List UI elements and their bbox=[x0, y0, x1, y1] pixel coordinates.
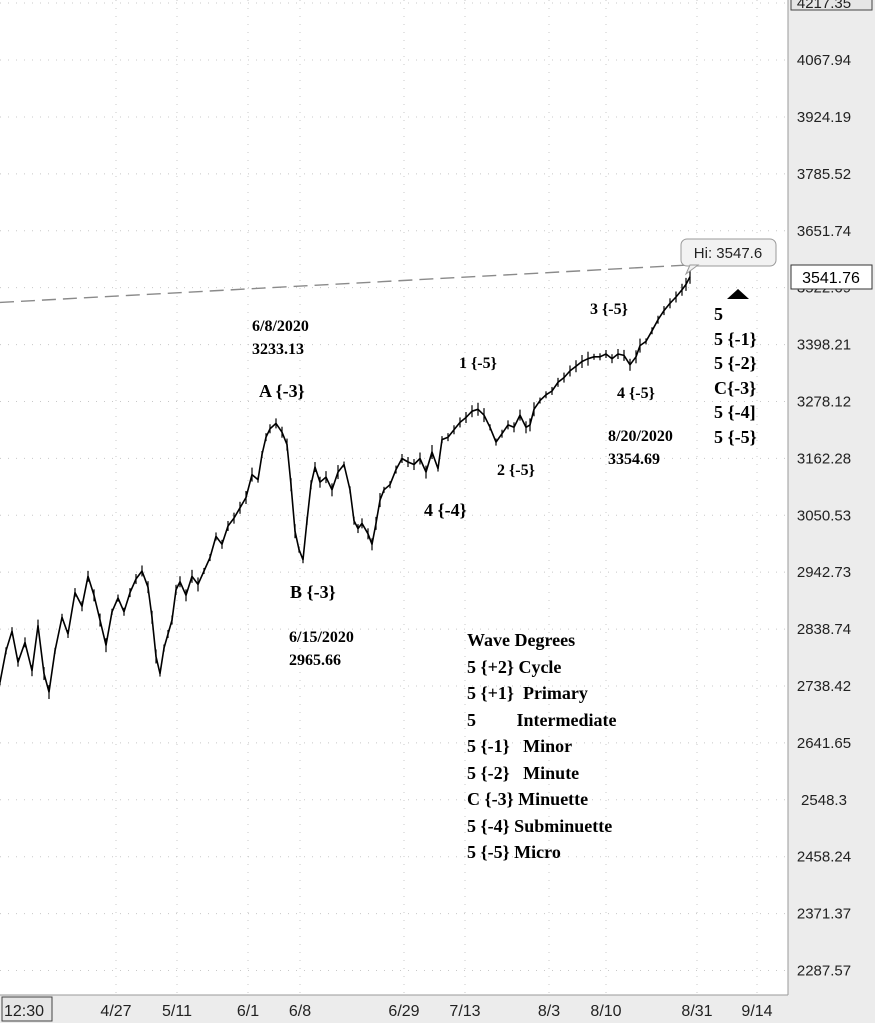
y-tick-label: 2287.57 bbox=[797, 963, 851, 980]
up-triangle-icon bbox=[727, 289, 749, 299]
b-price: 2965.66 bbox=[289, 652, 341, 669]
wave-2-label: 2 {-5} bbox=[497, 462, 535, 479]
legend-row: 5 Intermediate bbox=[467, 709, 617, 730]
y-tick-label: 3651.74 bbox=[797, 223, 851, 240]
price-line bbox=[0, 276, 691, 693]
trendline bbox=[0, 263, 701, 304]
y-tick-label: 2838.74 bbox=[797, 621, 851, 638]
legend-row: 5 {-4} Subminuette bbox=[467, 815, 613, 836]
resistance-trendline bbox=[0, 263, 701, 304]
y-tick-label: 2942.73 bbox=[797, 564, 851, 581]
degree-stack-row: 5 {-1} bbox=[714, 328, 757, 349]
wave-b-label: B {-3} bbox=[290, 582, 336, 602]
degree-stack-row: 5 {-4] bbox=[714, 402, 756, 422]
x-tick-label: 8/10 bbox=[590, 1003, 621, 1020]
price-series bbox=[0, 269, 691, 700]
y-tick-label: 4067.94 bbox=[797, 52, 851, 69]
x-tick-label: 6/8 bbox=[289, 1003, 311, 1020]
x-tick-label: 12:30 bbox=[4, 1003, 44, 1020]
a-date: 6/8/2020 bbox=[252, 318, 309, 335]
x-tick-label: 8/31 bbox=[681, 1003, 712, 1020]
y-tick-label: 2371.37 bbox=[797, 906, 851, 923]
x-tick-label: 8/3 bbox=[538, 1003, 560, 1020]
degree-stack: 5 5 {-1} 5 {-2} C{-3} 5 {-4] 5 {-5} bbox=[714, 304, 757, 451]
high-label: Hi: 3547.6 bbox=[694, 245, 762, 262]
wave-4-label: 4 {-5} bbox=[617, 385, 655, 402]
top-price-tag bbox=[790, 0, 873, 11]
degree-stack-row: C{-3} bbox=[714, 377, 757, 398]
b-date: 6/15/2020 bbox=[289, 629, 354, 646]
wave-1-label: 1 {-5} bbox=[459, 355, 497, 372]
last-price-tag: 3541.76 bbox=[790, 264, 873, 290]
x-tick-label: 4/27 bbox=[100, 1003, 131, 1020]
wave-degrees-legend: Wave Degrees 5 {+2} Cycle 5 {+1} Primary… bbox=[467, 630, 616, 869]
high-callout: Hi: 3547.6 bbox=[680, 238, 777, 276]
legend-row: 5 {-5} Micro bbox=[467, 842, 561, 862]
y-tick-label: 3162.28 bbox=[797, 450, 851, 467]
last-price-label: 3541.76 bbox=[802, 270, 860, 287]
time-axis[interactable] bbox=[0, 995, 788, 1023]
plot-area bbox=[0, 0, 788, 995]
legend-row: 5 {-1} Minor bbox=[467, 736, 573, 756]
x-tick-label: 6/1 bbox=[237, 1003, 259, 1020]
degree-stack-row: 5 bbox=[714, 304, 723, 324]
x-tick-label: 5/11 bbox=[162, 1003, 192, 1020]
price-axis[interactable] bbox=[788, 0, 875, 995]
degree-stack-row: 5 {-2} bbox=[714, 353, 757, 373]
degree-stack-row: 5 {-5} bbox=[714, 426, 757, 447]
y-tick-label: 3050.53 bbox=[797, 507, 851, 524]
time-axis-ticks: 12:30 4/27 5/11 6/1 6/8 6/29 7/13 8/3 8/10 8/31 9/… bbox=[1, 996, 773, 1022]
a-price: 3233.13 bbox=[252, 341, 304, 358]
low-date: 8/20/2020 bbox=[608, 428, 673, 445]
y-tick-label: 3785.52 bbox=[797, 166, 851, 183]
legend-row: 5 {+2} Cycle bbox=[467, 656, 562, 677]
y-tick-label: 4217.35 bbox=[797, 0, 851, 12]
y-tick-label: 2458.24 bbox=[797, 849, 851, 866]
y-tick-label: 3398.21 bbox=[797, 337, 851, 354]
y-tick-label: 3278.12 bbox=[797, 393, 851, 410]
legend-row: 5 {-2} Minute bbox=[467, 762, 580, 783]
legend-title: Wave Degrees bbox=[467, 630, 576, 650]
x-tick-label: 9/14 bbox=[741, 1003, 772, 1020]
y-tick-label: 2548.3 bbox=[801, 792, 847, 809]
x-tick-label: 7/13 bbox=[449, 1003, 480, 1020]
y-tick-label: 2738.42 bbox=[797, 678, 851, 695]
legend-row: 5 {+1} Primary bbox=[467, 683, 588, 703]
time-cursor-tag bbox=[1, 996, 53, 1022]
wave-4-minus4-label: 4 {-4} bbox=[424, 500, 467, 520]
legend-row: C {-3} Minuette bbox=[467, 789, 589, 809]
x-tick-label: 6/29 bbox=[388, 1003, 419, 1020]
low-price: 3354.69 bbox=[608, 451, 660, 468]
wave-3-label: 3 {-5} bbox=[590, 301, 628, 318]
wave-a-label: A {-3} bbox=[259, 381, 305, 401]
grid bbox=[0, 0, 788, 995]
y-tick-label: 3924.19 bbox=[797, 109, 851, 126]
y-tick-label: 2641.65 bbox=[797, 735, 851, 752]
